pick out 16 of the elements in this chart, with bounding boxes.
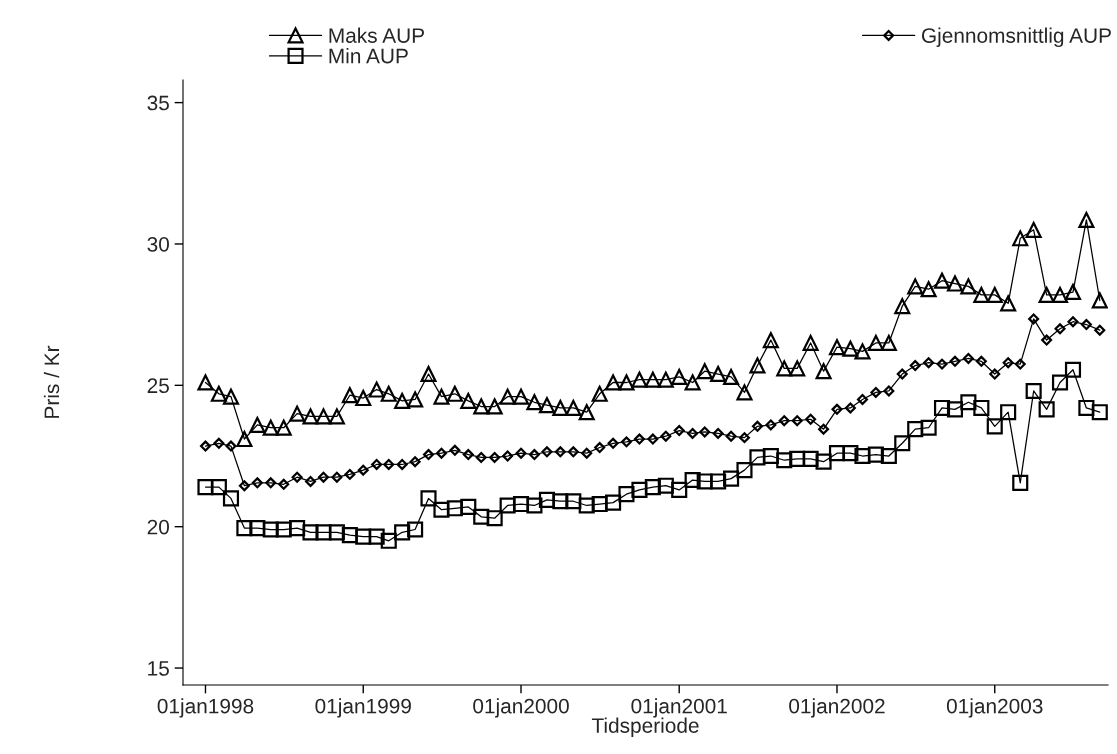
legend-label: Min AUP (329, 48, 408, 64)
y-tick-label: 25 (147, 378, 169, 394)
x-tick-label: 01jan2000 (473, 698, 569, 718)
y-tick-label: 30 (147, 236, 169, 252)
y-tick-label: 15 (148, 661, 169, 676)
y-tick-label: 20 (147, 519, 169, 535)
x-axis-title: Tidsperiode (591, 717, 699, 738)
y-tick-label: 35 (147, 95, 169, 111)
x-tick-label: 01jan2003 (946, 698, 1043, 718)
x-tick-label: 01jan2001 (631, 698, 727, 718)
legend-label: Gjennomsnittlig AUP (921, 27, 1111, 48)
x-tick-label: 01jan2002 (789, 698, 885, 718)
x-tick-label: 01jan1998 (157, 698, 254, 718)
legend-label: Maks AUP (329, 27, 424, 43)
y-axis-title: Pris / Kr (43, 345, 60, 418)
x-tick-label: 01jan1999 (315, 698, 411, 718)
